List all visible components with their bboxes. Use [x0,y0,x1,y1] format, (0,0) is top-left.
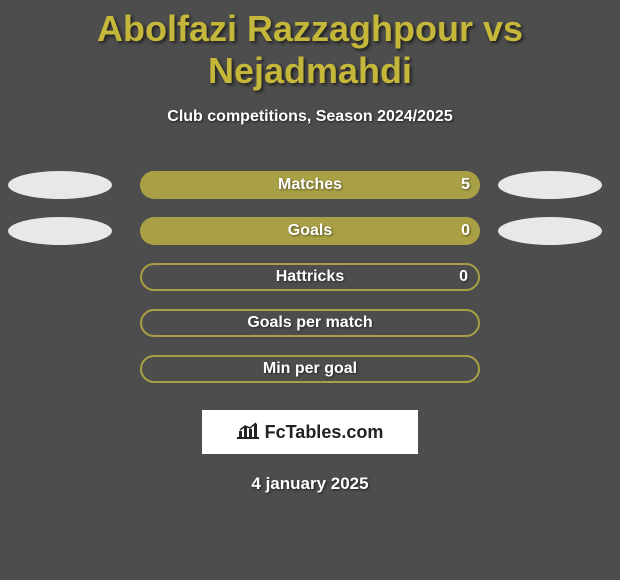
logo-box: FcTables.com [202,410,418,454]
stat-value: 0 [461,222,470,240]
stat-value: 0 [459,268,468,286]
stat-bar: Min per goal [140,355,480,383]
date-text: 4 january 2025 [0,474,620,494]
stat-row: Hattricks 0 [0,254,620,300]
comparison-infographic: Abolfazi Razzaghpour vs Nejadmahdi Club … [0,0,620,580]
stat-value: 5 [461,176,470,194]
stat-label: Matches [278,176,342,194]
page-subtitle: Club competitions, Season 2024/2025 [0,108,620,126]
stat-row: Matches 5 [0,162,620,208]
stat-label: Goals per match [247,314,372,332]
stat-bar: Goals 0 [140,217,480,245]
stat-bar: Goals per match [140,309,480,337]
chart-icon [237,421,259,444]
stat-label: Hattricks [276,268,344,286]
page-title: Abolfazi Razzaghpour vs Nejadmahdi [0,0,620,92]
stat-label: Goals [288,222,332,240]
stat-bar: Hattricks 0 [140,263,480,291]
player-marker-right [498,217,602,245]
logo-text: FcTables.com [265,422,384,443]
player-marker-left [8,217,112,245]
stat-label: Min per goal [263,360,357,378]
stat-row: Goals per match [0,300,620,346]
stat-row: Goals 0 [0,208,620,254]
player-marker-left [8,171,112,199]
stat-bar: Matches 5 [140,171,480,199]
player-marker-right [498,171,602,199]
stat-row: Min per goal [0,346,620,392]
stat-rows: Matches 5 Goals 0 Hattricks 0 Goals per match M… [0,162,620,392]
